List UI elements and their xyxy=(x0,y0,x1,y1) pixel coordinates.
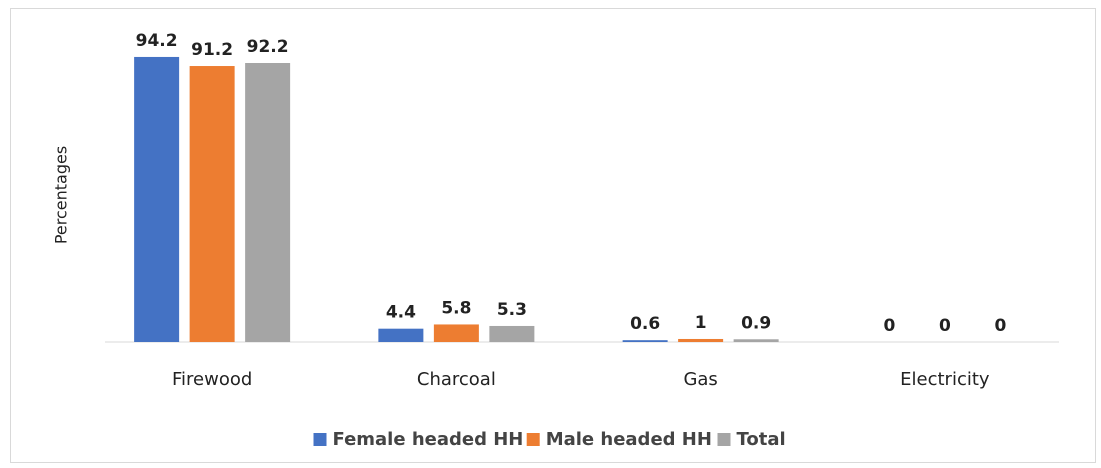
legend-label: Male headed HH xyxy=(546,429,712,450)
legend-swatch xyxy=(526,433,540,446)
bar xyxy=(433,324,479,342)
bar xyxy=(678,338,724,342)
data-label: 0.9 xyxy=(741,313,771,333)
data-label: 92.2 xyxy=(247,37,289,57)
data-label: 5.3 xyxy=(497,300,527,320)
legend-swatch xyxy=(717,433,731,446)
data-label: 0 xyxy=(883,316,895,336)
data-label: 0.6 xyxy=(630,314,660,334)
bar xyxy=(733,339,779,342)
data-label: 1 xyxy=(695,313,707,333)
y-axis-label: Percentages xyxy=(52,146,71,244)
bar xyxy=(378,328,424,342)
legend-label: Female headed HH xyxy=(333,429,524,450)
legend-label: Total xyxy=(737,429,786,450)
x-tick-label: Firewood xyxy=(172,369,252,390)
bar xyxy=(189,66,235,342)
bar xyxy=(489,325,535,342)
data-label: 0 xyxy=(939,316,951,336)
bar xyxy=(134,56,180,342)
bar xyxy=(245,63,291,342)
data-label: 94.2 xyxy=(136,31,178,51)
x-tick-label: Charcoal xyxy=(417,369,496,390)
x-tick-label: Gas xyxy=(683,369,717,390)
data-label: 5.8 xyxy=(441,298,471,318)
legend-swatch xyxy=(313,433,327,446)
x-tick-label: Electricity xyxy=(900,369,990,390)
data-label: 0 xyxy=(994,316,1006,336)
data-label: 91.2 xyxy=(191,40,233,60)
bar xyxy=(622,340,668,342)
data-label: 4.4 xyxy=(386,303,416,323)
